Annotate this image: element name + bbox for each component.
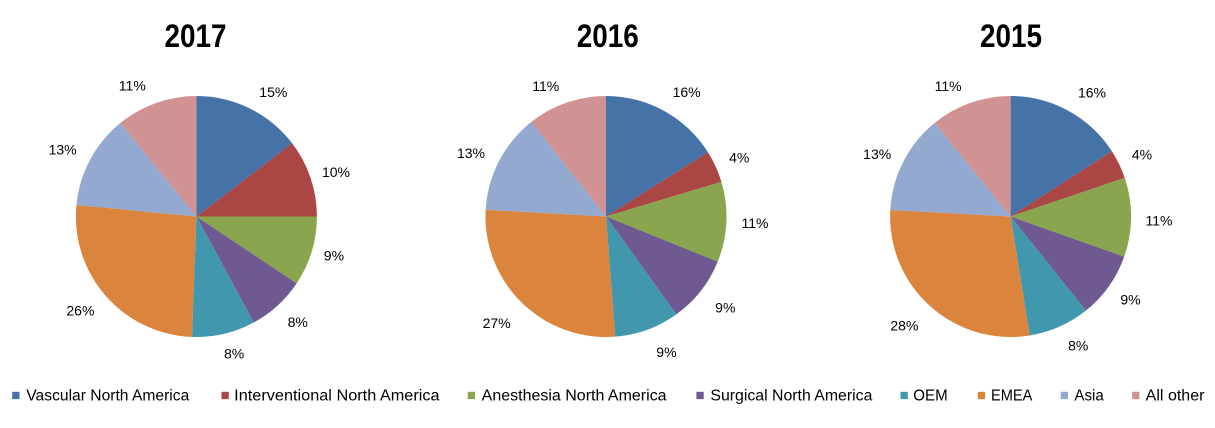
svg-text:11%: 11% [742, 215, 769, 231]
svg-text:9%: 9% [656, 344, 676, 360]
svg-text:Asia: Asia [1074, 388, 1104, 405]
svg-text:13%: 13% [457, 145, 485, 161]
svg-text:28%: 28% [890, 318, 918, 334]
svg-text:8%: 8% [1068, 338, 1088, 354]
svg-text:16%: 16% [673, 84, 701, 100]
svg-text:9%: 9% [1120, 291, 1140, 307]
svg-text:13%: 13% [49, 142, 77, 158]
svg-text:10%: 10% [322, 164, 350, 180]
svg-text:All other: All other [1146, 388, 1205, 405]
svg-text:2016: 2016 [577, 18, 639, 54]
svg-text:8%: 8% [224, 346, 244, 362]
svg-text:8%: 8% [288, 314, 308, 330]
svg-text:15%: 15% [259, 84, 287, 100]
svg-text:27%: 27% [483, 315, 511, 331]
svg-text:11%: 11% [532, 78, 559, 94]
svg-text:26%: 26% [66, 303, 94, 319]
svg-text:2017: 2017 [165, 18, 227, 54]
svg-text:16%: 16% [1078, 85, 1106, 101]
svg-text:Surgical North America: Surgical North America [710, 388, 872, 405]
svg-text:11%: 11% [1146, 213, 1173, 229]
svg-text:OEM: OEM [913, 388, 947, 405]
svg-text:Interventional North America: Interventional North America [234, 388, 440, 405]
svg-text:2015: 2015 [980, 18, 1042, 54]
svg-text:EMEA: EMEA [991, 388, 1033, 405]
svg-text:4%: 4% [729, 150, 749, 166]
svg-text:Vascular North America: Vascular North America [26, 388, 189, 405]
svg-text:Anesthesia North America: Anesthesia North America [482, 388, 667, 405]
svg-text:13%: 13% [863, 146, 891, 162]
svg-text:9%: 9% [324, 248, 344, 264]
svg-text:9%: 9% [715, 300, 735, 316]
svg-text:11%: 11% [935, 78, 962, 94]
svg-text:11%: 11% [119, 78, 146, 94]
svg-text:4%: 4% [1132, 147, 1152, 163]
